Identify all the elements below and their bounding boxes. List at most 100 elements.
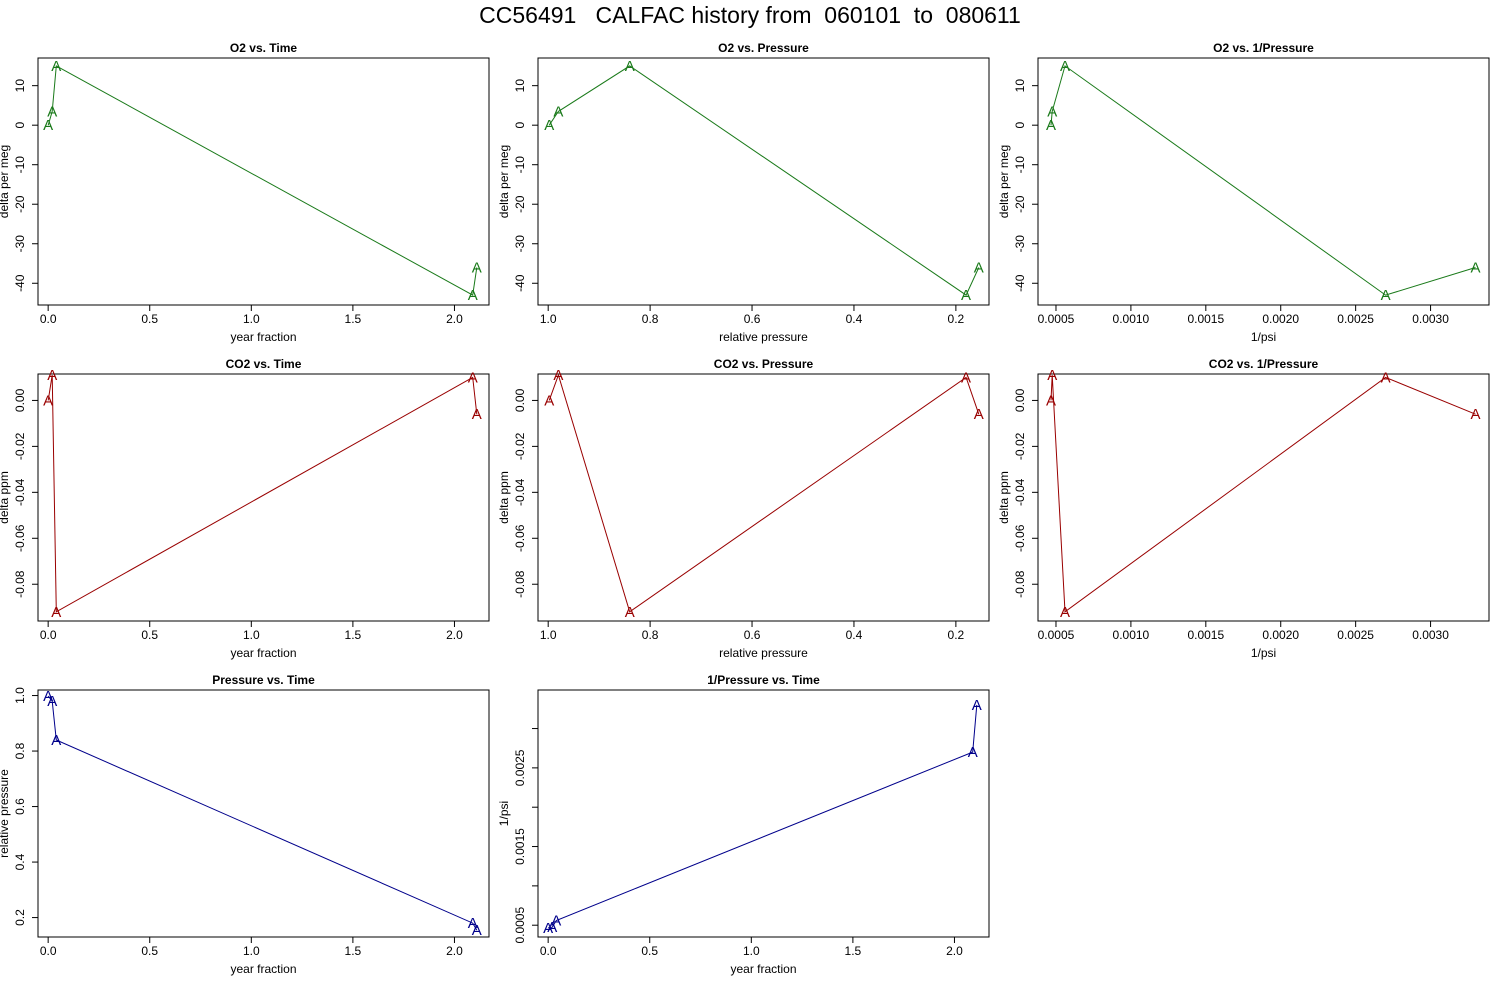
x-tick-label: 0.0030 <box>1412 312 1449 326</box>
plot-frame <box>537 689 990 938</box>
y-tick-label: -10 <box>513 156 527 174</box>
data-point: A <box>1046 117 1056 134</box>
y-tick-label: -30 <box>1013 235 1027 253</box>
data-point: A <box>1060 604 1070 621</box>
x-tick-label: 0.8 <box>642 628 659 642</box>
chart-panel-1: O2 vs. Time 0.0 0.5 1.0 1.5 2.0 -40 -30 -20 -10 0 1… <box>0 41 490 344</box>
x-tick-label: 0.5 <box>141 628 158 642</box>
y-tick-label: -10 <box>13 156 27 174</box>
y-tick-label: -0.06 <box>13 524 27 552</box>
series-line <box>1050 65 1476 296</box>
data-point: A <box>543 920 553 937</box>
y-tick-label: 0 <box>1013 122 1027 129</box>
data-point: A <box>43 392 53 409</box>
chart-title: CO2 vs. 1/Pressure <box>1209 357 1319 371</box>
data-point: A <box>551 912 561 929</box>
x-tick-label: 2.0 <box>946 944 963 958</box>
series-line <box>47 65 478 296</box>
x-axis-label: relative pressure <box>719 646 808 660</box>
data-point: A <box>468 287 478 304</box>
y-tick-label: 10 <box>13 79 27 93</box>
x-tick-label: 0.0005 <box>1038 312 1075 326</box>
y-tick-label: -0.04 <box>513 478 527 506</box>
y-tick-label: 0.00 <box>1013 388 1027 412</box>
data-point: A <box>472 406 482 423</box>
plot-frame <box>1037 57 1490 306</box>
x-tick-label: 1.5 <box>345 944 362 958</box>
data-point: A <box>553 103 563 120</box>
x-tick-label: 0.0030 <box>1412 628 1449 642</box>
y-tick-label: 0.6 <box>13 798 27 815</box>
x-tick-label: 0.2 <box>948 312 965 326</box>
y-tick-label: 0.0015 <box>513 828 527 865</box>
x-tick-label: 0.8 <box>642 312 659 326</box>
x-tick-label: 0.6 <box>744 628 761 642</box>
chart-title: O2 vs. 1/Pressure <box>1213 41 1314 55</box>
x-axis-label: year fraction <box>730 962 796 976</box>
plot-frame <box>37 57 490 306</box>
x-tick-label: 0.0020 <box>1262 312 1299 326</box>
x-tick-label: 1.0 <box>540 312 557 326</box>
y-tick-label: 0.00 <box>13 388 27 412</box>
x-axis-label: 1/psi <box>1251 330 1276 344</box>
series-line <box>47 375 478 613</box>
data-point: A <box>468 369 478 386</box>
y-tick-label: -0.02 <box>13 432 27 460</box>
data-point: A <box>974 406 984 423</box>
y-tick-label: 0.0005 <box>513 907 527 944</box>
data-point: A <box>47 103 57 120</box>
x-tick-label: 0.6 <box>744 312 761 326</box>
y-tick-label: -0.08 <box>1013 570 1027 598</box>
data-point: A <box>47 367 57 384</box>
data-point: A <box>51 732 61 749</box>
data-point: A <box>625 58 635 75</box>
x-axis-label: relative pressure <box>719 330 808 344</box>
x-tick-label: 0.0010 <box>1113 628 1150 642</box>
data-point: A <box>544 392 554 409</box>
chart-panel-6: CO2 vs. 1/Pressure 0.0005 0.0010 0.0015 0.00… <box>997 357 1490 660</box>
chart-panel-4: CO2 vs. Time 0.0 0.5 1.0 1.5 2.0 -0.08 -0.06 -0.… <box>0 357 490 660</box>
y-axis-label: delta ppm <box>997 471 1011 524</box>
x-tick-label: 0.0005 <box>1038 628 1075 642</box>
data-point: A <box>961 287 971 304</box>
x-tick-label: 0.5 <box>141 944 158 958</box>
x-axis-label: year fraction <box>230 646 296 660</box>
y-axis-label: delta ppm <box>0 471 11 524</box>
data-point: A <box>547 919 557 936</box>
y-tick-label: 0.00 <box>513 388 527 412</box>
data-point: A <box>1471 406 1481 423</box>
x-tick-label: 0.0 <box>540 944 557 958</box>
plot-frame <box>1037 373 1490 622</box>
data-point: A <box>544 117 554 134</box>
chart-title: O2 vs. Pressure <box>718 41 809 55</box>
y-axis-label: delta per meg <box>0 145 11 218</box>
y-tick-label: -0.04 <box>1013 478 1027 506</box>
data-point: A <box>625 604 635 621</box>
y-tick-label: 0.2 <box>13 909 27 926</box>
series-line <box>548 704 978 929</box>
plot-frame <box>37 689 490 938</box>
data-point: A <box>47 693 57 710</box>
y-tick-label: -30 <box>513 235 527 253</box>
y-tick-label: -0.08 <box>513 570 527 598</box>
y-tick-label: -20 <box>13 195 27 213</box>
x-tick-label: 0.0015 <box>1187 312 1224 326</box>
data-point: A <box>1381 287 1391 304</box>
y-axis-label: delta per meg <box>497 145 511 218</box>
x-tick-label: 0.0025 <box>1337 312 1374 326</box>
x-tick-label: 0.0015 <box>1187 628 1224 642</box>
y-axis-label: 1/psi <box>497 801 511 826</box>
y-tick-label: 0 <box>513 122 527 129</box>
chart-panel-7: Pressure vs. Time 0.0 0.5 1.0 1.5 2.0 0.2 0.4 0.… <box>0 673 490 976</box>
data-point: A <box>43 117 53 134</box>
plot-frame <box>537 373 990 622</box>
y-tick-label: 0.8 <box>13 742 27 759</box>
data-point: A <box>972 697 982 714</box>
y-tick-label: -20 <box>513 195 527 213</box>
y-axis-label: relative pressure <box>0 769 11 858</box>
chart-title: CO2 vs. Time <box>226 357 302 371</box>
data-point: A <box>472 259 482 276</box>
chart-panel-8: 1/Pressure vs. Time 0.0 0.5 1.0 1.5 2.0 0.0005… <box>497 673 990 976</box>
series-line <box>47 695 478 931</box>
data-point: A <box>1060 58 1070 75</box>
